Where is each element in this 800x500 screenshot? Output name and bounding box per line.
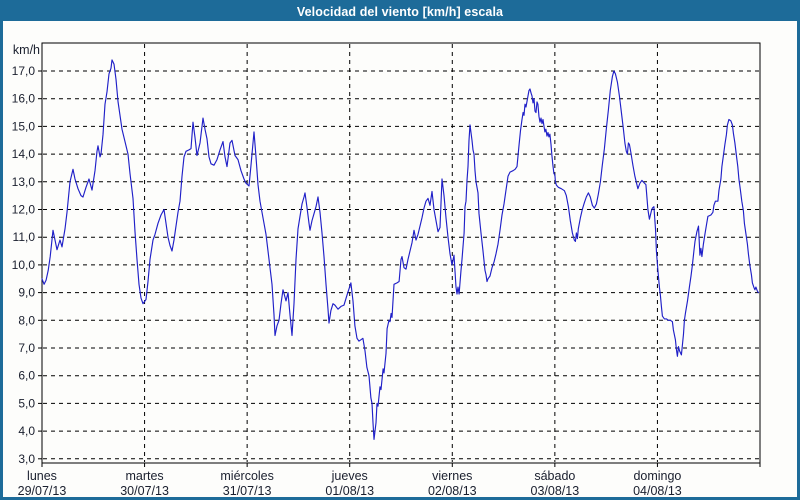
y-axis-unit-label: km/h [13,43,40,57]
x-axis-day-label: viernes [432,469,472,483]
y-axis-label: 14,0 [12,147,36,161]
x-axis-date-label: 02/08/13 [428,484,477,497]
x-axis-date-label: 04/08/13 [633,484,682,497]
wind-speed-line-chart: 17,0 16,0 15,0 14,0 13,0 12,0 11,0 10,0 9,0 8,0 7,… [12,42,761,497]
x-axis-day-label: miércoles [220,469,274,483]
x-axis-day-label: domingo [633,469,681,483]
x-axis-day-label: martes [125,469,163,483]
x-axis-day-label: sábado [534,469,575,483]
y-axis-label: 16,0 [12,92,36,106]
x-axis-date-label: 01/08/13 [325,484,374,497]
x-axis-day-label: lunes [27,469,57,483]
y-axis-label: 10,0 [12,258,36,272]
y-axis-label: 3,0 [18,452,35,466]
y-axis-label: 4,0 [18,424,35,438]
x-axis-date-label: 31/07/13 [223,484,272,497]
window-titlebar: Velocidad del viento [km/h] escala [3,3,797,21]
y-axis-label: 12,0 [12,203,36,217]
chart-area: 17,0 16,0 15,0 14,0 13,0 12,0 11,0 10,0 9,0 8,0 7,… [3,21,797,497]
y-axis-label: 9,0 [18,286,35,300]
y-axis-label: 11,0 [13,230,36,244]
plot-frame [41,42,761,464]
y-axis-label: 17,0 [12,64,36,78]
window-title: Velocidad del viento [km/h] escala [296,5,504,19]
x-axis-date-label: 29/07/13 [18,484,67,497]
y-axis-label: 8,0 [18,313,35,327]
x-axis-day-label: jueves [331,469,368,483]
y-axis-label: 7,0 [18,341,35,355]
x-axis-date-label: 30/07/13 [120,484,169,497]
y-axis-label: 5,0 [18,396,35,410]
x-axis-date-label: 03/08/13 [531,484,580,497]
wind-speed-series-line [41,59,760,440]
y-axis-label: 6,0 [18,369,35,383]
y-axis-label: 13,0 [12,175,36,189]
y-axis-label: 15,0 [12,119,36,133]
